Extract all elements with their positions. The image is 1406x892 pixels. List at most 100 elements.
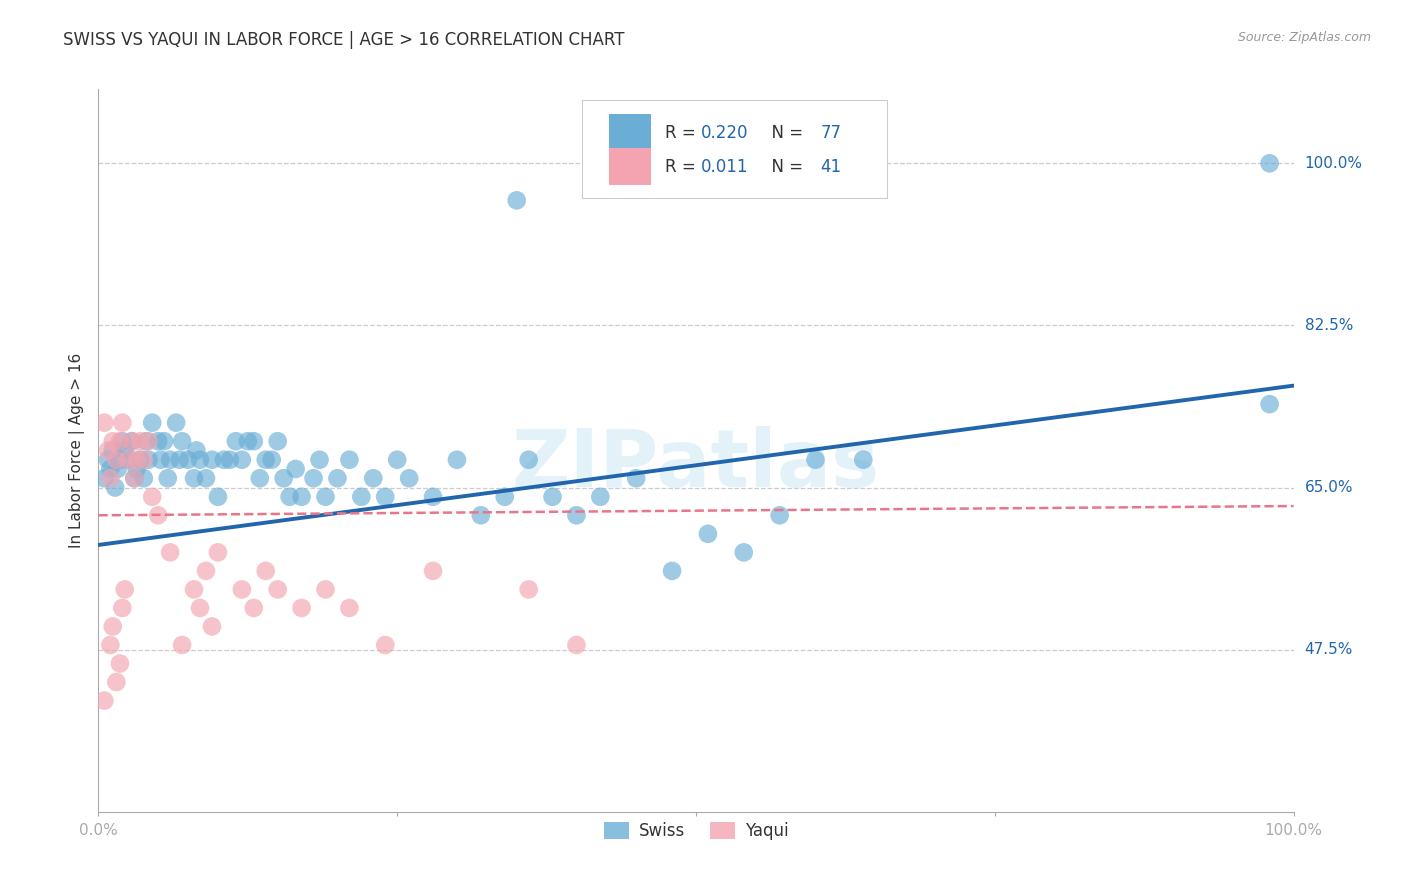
Point: [135, 434, 157, 449]
Point: [148, 434, 170, 449]
Point: [97, 443, 120, 458]
Point: [156, 471, 179, 485]
Point: [188, 452, 211, 467]
Bar: [609, 148, 651, 185]
Point: [124, 471, 146, 485]
Point: [1258, 156, 1281, 170]
Text: 77: 77: [820, 124, 841, 142]
Point: [291, 490, 314, 504]
Point: [148, 508, 170, 523]
Text: Source: ZipAtlas.com: Source: ZipAtlas.com: [1237, 31, 1371, 45]
Y-axis label: In Labor Force | Age > 16: In Labor Force | Age > 16: [69, 353, 84, 548]
Point: [132, 452, 155, 467]
Point: [231, 582, 253, 597]
Point: [565, 508, 588, 523]
Point: [188, 601, 211, 615]
Text: 0.011: 0.011: [700, 158, 748, 176]
Point: [117, 452, 139, 467]
Text: R =: R =: [665, 124, 702, 142]
Point: [470, 508, 492, 523]
Point: [219, 452, 242, 467]
Point: [697, 526, 720, 541]
Point: [121, 434, 143, 449]
Point: [114, 582, 136, 597]
Point: [153, 434, 176, 449]
Point: [177, 452, 200, 467]
Point: [183, 471, 205, 485]
Point: [260, 452, 283, 467]
FancyBboxPatch shape: [582, 100, 887, 198]
Point: [124, 471, 146, 485]
Point: [254, 452, 277, 467]
Point: [231, 452, 253, 467]
Point: [422, 564, 444, 578]
Point: [207, 490, 229, 504]
Point: [138, 452, 160, 467]
Point: [852, 452, 875, 467]
Point: [315, 582, 337, 597]
Point: [186, 443, 208, 458]
Text: R =: R =: [665, 158, 702, 176]
Point: [768, 508, 790, 523]
Point: [733, 545, 755, 559]
Point: [254, 564, 277, 578]
Point: [149, 452, 172, 467]
Point: [243, 434, 266, 449]
Text: 47.5%: 47.5%: [1305, 642, 1353, 657]
Point: [125, 462, 148, 476]
Point: [374, 638, 396, 652]
Point: [129, 452, 152, 467]
Point: [284, 462, 307, 476]
Point: [104, 481, 127, 495]
Point: [105, 675, 128, 690]
Point: [138, 434, 160, 449]
Point: [339, 452, 361, 467]
Point: [506, 194, 529, 208]
Point: [207, 545, 229, 559]
Point: [121, 434, 143, 449]
Point: [105, 452, 128, 467]
Point: [225, 434, 247, 449]
Point: [291, 601, 314, 615]
Point: [195, 471, 218, 485]
Text: 100.0%: 100.0%: [1305, 156, 1362, 170]
Point: [236, 434, 259, 449]
Point: [125, 452, 148, 467]
Point: [212, 452, 235, 467]
Point: [97, 452, 120, 467]
Point: [308, 452, 330, 467]
Point: [165, 416, 187, 430]
Text: N =: N =: [761, 124, 808, 142]
Point: [626, 471, 648, 485]
Point: [93, 693, 115, 707]
Point: [326, 471, 349, 485]
Point: [273, 471, 295, 485]
Point: [172, 434, 194, 449]
Point: [385, 452, 409, 467]
Point: [195, 564, 218, 578]
Point: [267, 582, 290, 597]
Point: [278, 490, 301, 504]
Point: [350, 490, 373, 504]
Point: [108, 452, 131, 467]
Point: [108, 657, 131, 671]
Text: ZIPatlas: ZIPatlas: [512, 425, 880, 504]
Point: [589, 490, 612, 504]
Point: [201, 452, 224, 467]
Legend: Swiss, Yaqui: Swiss, Yaqui: [598, 815, 794, 847]
Text: 82.5%: 82.5%: [1305, 318, 1353, 333]
Point: [398, 471, 420, 485]
Point: [98, 462, 122, 476]
Point: [141, 416, 163, 430]
Text: 41: 41: [820, 158, 841, 176]
Point: [315, 490, 337, 504]
Point: [302, 471, 325, 485]
Point: [201, 619, 224, 633]
Point: [1258, 397, 1281, 411]
Point: [159, 545, 181, 559]
Point: [172, 638, 194, 652]
Point: [117, 452, 139, 467]
Point: [517, 582, 540, 597]
Text: 65.0%: 65.0%: [1305, 480, 1353, 495]
Point: [541, 490, 564, 504]
